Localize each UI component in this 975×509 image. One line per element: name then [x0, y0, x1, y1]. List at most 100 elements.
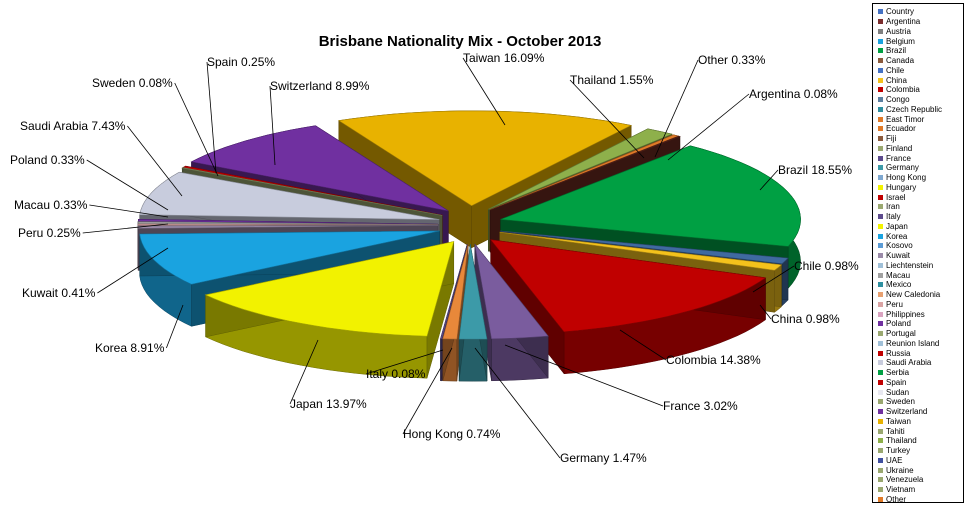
legend-label: New Caledonia	[886, 290, 941, 300]
chart-legend: Country Argentina Austria Belgium Brazil Cana…	[872, 3, 964, 504]
legend-label: Taiwan	[886, 416, 911, 426]
legend-label: Vietnam	[886, 485, 916, 495]
legend-item-saudi-arabia: Saudi Arabia	[878, 358, 963, 368]
legend-item-turkey: Turkey	[878, 446, 963, 456]
legend-swatch	[878, 331, 883, 337]
legend-swatch	[878, 399, 883, 405]
data-label-other: Other 0.33%	[654, 53, 766, 158]
leader-line-saudi-arabia	[127, 125, 183, 197]
leader-line-macau	[89, 204, 169, 218]
legend-swatch	[878, 243, 883, 249]
slice-germany	[458, 244, 488, 382]
data-label-text-chile: Chile 0.98%	[794, 259, 859, 273]
leader-line-brazil	[759, 169, 779, 191]
leader-line-peru	[82, 223, 169, 234]
legend-swatch	[878, 438, 883, 444]
legend-label: Kuwait	[886, 251, 911, 261]
legend-label: Poland	[886, 319, 911, 329]
legend-label: Kosovo	[886, 241, 913, 251]
leader-line-chile	[752, 265, 795, 293]
legend-swatch	[878, 38, 883, 44]
chart-title: Brisbane Nationality Mix - October 2013	[318, 33, 602, 50]
legend-item-macau: Macau	[878, 270, 963, 280]
legend-item-japan: Japan	[878, 222, 963, 232]
legend-item-mexico: Mexico	[878, 280, 963, 290]
data-label-chile: Chile 0.98%	[752, 259, 859, 293]
legend-label: Germany	[886, 163, 919, 173]
legend-swatch	[878, 28, 883, 34]
data-label-spain: Spain 0.25%	[206, 55, 275, 174]
legend-item-serbia: Serbia	[878, 368, 963, 378]
legend-label: Sweden	[886, 397, 915, 407]
legend-label: Brazil	[886, 46, 907, 56]
leader-line-china	[759, 304, 772, 320]
legend-label: Macau	[886, 270, 911, 280]
legend-item-congo: Congo	[878, 95, 963, 105]
legend-item-sudan: Sudan	[878, 387, 963, 397]
data-label-switzerland: Switzerland 8.99%	[269, 79, 370, 166]
legend-item-vietnam: Vietnam	[878, 485, 963, 495]
data-label-text-taiwan: Taiwan 16.09%	[463, 51, 545, 65]
data-label-poland: Poland 0.33%	[10, 153, 169, 211]
leader-line-thailand	[569, 79, 645, 159]
legend-swatch	[878, 321, 883, 327]
legend-item-canada: Canada	[878, 56, 963, 66]
legend-swatch	[878, 87, 883, 93]
legend-label: Hungary	[886, 182, 917, 192]
data-label-text-korea: Korea 8.91%	[95, 341, 165, 355]
legend-item-belgium: Belgium	[878, 36, 963, 46]
leader-line-other	[654, 59, 699, 158]
legend-item-russia: Russia	[878, 348, 963, 358]
data-label-thailand: Thailand 1.55%	[569, 73, 654, 159]
legend-item-ukraine: Ukraine	[878, 465, 963, 475]
data-label-text-poland: Poland 0.33%	[10, 153, 85, 167]
legend-swatch	[878, 97, 883, 103]
legend-swatch	[878, 496, 883, 502]
data-label-colombia: Colombia 14.38%	[619, 329, 761, 367]
data-label-text-switzerland: Switzerland 8.99%	[270, 79, 370, 93]
legend-swatch	[878, 194, 883, 200]
legend-item-austria: Austria	[878, 27, 963, 37]
exploded-3d-pie-chart: Taiwan 16.09% Thailand 1.55% Other 0.33% Ar…	[10, 51, 859, 465]
legend-item-italy: Italy	[878, 212, 963, 222]
legend-item-chile: Chile	[878, 66, 963, 76]
legend-item-sweden: Sweden	[878, 397, 963, 407]
leader-line-taiwan	[462, 57, 506, 126]
data-label-text-france: France 3.02%	[663, 399, 738, 413]
data-label-text-spain: Spain 0.25%	[207, 55, 275, 69]
legend-item-venezuela: Venezuela	[878, 475, 963, 485]
data-label-text-saudi-arabia: Saudi Arabia 7.43%	[20, 119, 126, 133]
data-label-france: France 3.02%	[504, 344, 738, 413]
legend-item-hong-kong: Hong Kong	[878, 173, 963, 183]
legend-swatch	[878, 155, 883, 161]
leader-line-france	[504, 344, 664, 407]
legend-label: Ecuador	[886, 124, 916, 134]
legend-label: Canada	[886, 56, 915, 66]
legend-swatch	[878, 58, 883, 64]
legend-item-china: China	[878, 75, 963, 85]
legend-swatch	[878, 428, 883, 434]
legend-swatch	[878, 214, 883, 220]
legend-label: UAE	[886, 455, 903, 465]
legend-label: Other	[886, 494, 907, 504]
legend-item-portugal: Portugal	[878, 329, 963, 339]
legend-label: China	[886, 75, 907, 85]
legend-label: Peru	[886, 299, 903, 309]
legend-swatch	[878, 9, 883, 15]
legend-label: Philippines	[886, 309, 925, 319]
legend-label: Hong Kong	[886, 173, 927, 183]
legend-swatch	[878, 360, 883, 366]
data-label-text-colombia: Colombia 14.38%	[666, 353, 761, 367]
legend-swatch	[878, 448, 883, 454]
legend-label: Iran	[886, 202, 900, 212]
legend-label: Reunion Island	[886, 338, 940, 348]
legend-item-iran: Iran	[878, 202, 963, 212]
legend-swatch	[878, 145, 883, 151]
data-label-text-brazil: Brazil 18.55%	[778, 163, 852, 177]
legend-swatch	[878, 253, 883, 259]
data-label-argentina: Argentina 0.08%	[667, 87, 838, 161]
leader-line-kuwait	[97, 247, 169, 294]
data-label-text-other: Other 0.33%	[698, 53, 766, 67]
data-label-text-argentina: Argentina 0.08%	[749, 87, 838, 101]
legend-item-france: France	[878, 153, 963, 163]
